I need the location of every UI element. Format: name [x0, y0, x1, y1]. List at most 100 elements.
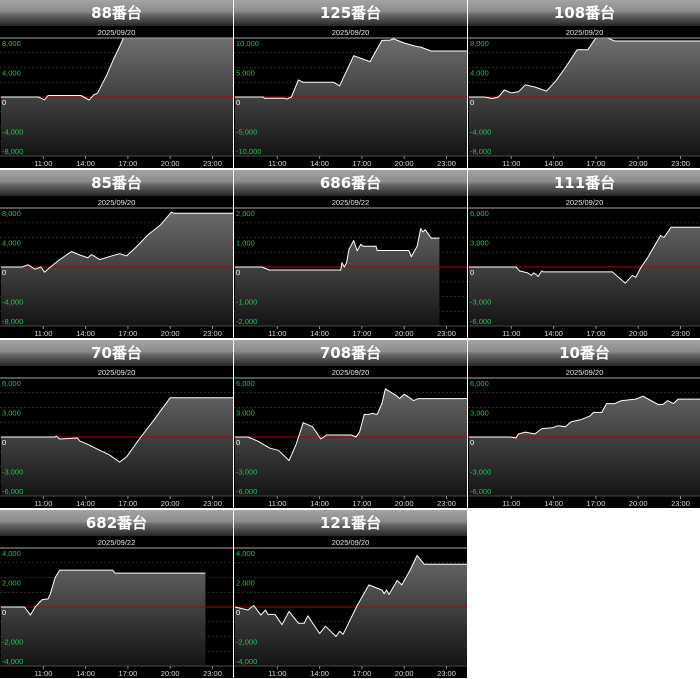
series-line	[1, 397, 233, 463]
chart-title: 682番台	[86, 514, 147, 532]
x-tick-label: 20:00	[395, 669, 414, 678]
series-area	[1, 397, 233, 496]
chart-title: 121番台	[320, 514, 381, 532]
series-line	[1, 569, 206, 616]
chart-title: 686番台	[320, 174, 381, 192]
series-area	[1, 570, 206, 666]
y-tick-label: 0	[236, 438, 240, 447]
y-tick-label: 4,000	[2, 69, 21, 78]
chart-date: 2025/09/20	[332, 28, 370, 37]
y-tick-label: -8,000	[2, 317, 23, 326]
y-tick-label: -2,000	[236, 317, 257, 326]
y-tick-label: 6,000	[2, 379, 21, 388]
chart-panel: 125番台 2025/09/20 10,000 5,000 0 -5,000 -10,000…	[234, 0, 467, 168]
chart-title: 108番台	[554, 4, 615, 22]
x-tick-label: 11:00	[268, 159, 286, 168]
x-tick-label: 17:00	[119, 159, 138, 168]
title-bar	[0, 340, 233, 366]
x-tick-label: 20:00	[161, 499, 180, 508]
y-tick-label: -3,000	[470, 298, 491, 307]
title-bar	[468, 0, 700, 26]
y-tick-label: -8,000	[470, 147, 491, 156]
y-tick-label: 6,000	[470, 379, 489, 388]
x-tick-label: 11:00	[34, 159, 52, 168]
x-tick-label: 11:00	[502, 329, 520, 338]
title-bar	[234, 0, 467, 26]
chart-title: 10番台	[559, 344, 610, 362]
y-tick-label: 0	[2, 268, 6, 277]
x-tick-label: 23:00	[203, 499, 222, 508]
y-tick-label: -4,000	[2, 657, 23, 666]
chart-svg: 125番台 2025/09/20 10,000 5,000 0 -5,000 -10,000…	[234, 0, 467, 168]
chart-svg: 85番台 2025/09/20 8,000 4,000 0 -4,000 -8,000 11:…	[0, 170, 233, 338]
x-tick-label: 23:00	[203, 329, 222, 338]
y-tick-label: -1,000	[236, 298, 257, 307]
y-tick-label: 0	[236, 608, 240, 617]
x-tick-label: 11:00	[268, 499, 286, 508]
y-tick-label: 0	[2, 438, 6, 447]
y-tick-label: 1,000	[236, 239, 255, 248]
y-tick-label: 5,000	[236, 69, 255, 78]
x-tick-label: 11:00	[268, 329, 286, 338]
x-tick-label: 20:00	[629, 159, 648, 168]
x-tick-label: 11:00	[268, 669, 286, 678]
x-tick-label: 11:00	[502, 499, 520, 508]
x-tick-label: 14:00	[310, 499, 329, 508]
y-tick-label: 6,000	[470, 209, 489, 218]
chart-panel: 88番台 2025/09/20 8,000 4,000 0 -4,000 -8,000 11:…	[0, 0, 233, 168]
title-bar	[468, 170, 700, 196]
y-tick-label: -2,000	[2, 638, 23, 647]
y-tick-label: 0	[2, 608, 6, 617]
chart-svg: 682番台 2025/09/22 4,000 2,000 0 -2,000 -4,000 11…	[0, 510, 233, 678]
x-tick-label: 23:00	[437, 499, 456, 508]
y-tick-label: 0	[236, 98, 240, 107]
chart-panel: 708番台 2025/09/20 6,000 3,000 0 -3,000 -6,000 11…	[234, 340, 467, 508]
x-tick-label: 17:00	[353, 329, 372, 338]
title-bar	[234, 340, 467, 366]
title-bar	[234, 510, 467, 536]
x-tick-label: 17:00	[119, 499, 138, 508]
x-tick-label: 20:00	[161, 669, 180, 678]
series-area	[469, 396, 700, 496]
x-tick-label: 20:00	[161, 329, 180, 338]
series-area	[235, 388, 467, 496]
y-tick-label: 8,000	[2, 209, 21, 218]
x-tick-label: 17:00	[353, 159, 372, 168]
chart-panel: 111番台 2025/09/20 6,000 3,000 0 -3,000 -6,000 11…	[468, 170, 700, 338]
chart-panel: 10番台 2025/09/20 6,000 3,000 0 -3,000 -6,000 11:…	[468, 340, 700, 508]
chart-svg: 10番台 2025/09/20 6,000 3,000 0 -3,000 -6,000 11:…	[468, 340, 700, 508]
x-tick-label: 14:00	[310, 329, 329, 338]
x-tick-label: 17:00	[119, 669, 138, 678]
y-tick-label: 6,000	[236, 379, 255, 388]
x-tick-label: 20:00	[395, 329, 414, 338]
series-area	[235, 228, 440, 326]
series-area	[469, 227, 700, 326]
chart-svg: 686番台 2025/09/22 2,000 1,000 0 -1,000 -2,000 11…	[234, 170, 467, 338]
x-tick-label: 14:00	[76, 499, 95, 508]
y-tick-label: 10,000	[236, 39, 259, 48]
x-tick-label: 23:00	[203, 669, 222, 678]
chart-panel: 108番台 2025/09/20 8,000 4,000 0 -4,000 -8,000 11…	[468, 0, 700, 168]
y-tick-label: 0	[2, 98, 6, 107]
y-tick-label: 3,000	[470, 409, 489, 418]
y-tick-label: -3,000	[470, 468, 491, 477]
y-tick-label: 4,000	[2, 549, 21, 558]
x-tick-label: 20:00	[629, 329, 648, 338]
y-tick-label: 0	[470, 438, 474, 447]
y-tick-label: 2,000	[236, 579, 255, 588]
x-tick-label: 23:00	[437, 329, 456, 338]
x-tick-label: 17:00	[353, 669, 372, 678]
chart-panel: 85番台 2025/09/20 8,000 4,000 0 -4,000 -8,000 11:…	[0, 170, 233, 338]
y-tick-label: -2,000	[236, 638, 257, 647]
series-line	[234, 554, 467, 637]
chart-date: 2025/09/20	[332, 538, 370, 547]
series-line	[235, 388, 467, 462]
series-area	[235, 555, 467, 666]
series-line	[1, 38, 233, 101]
y-tick-label: 4,000	[236, 549, 255, 558]
x-tick-label: 20:00	[395, 499, 414, 508]
y-tick-label: 2,000	[236, 209, 255, 218]
y-tick-label: -4,000	[2, 128, 23, 137]
y-tick-label: -4,000	[236, 657, 257, 666]
chart-svg: 111番台 2025/09/20 6,000 3,000 0 -3,000 -6,000 11…	[468, 170, 700, 338]
